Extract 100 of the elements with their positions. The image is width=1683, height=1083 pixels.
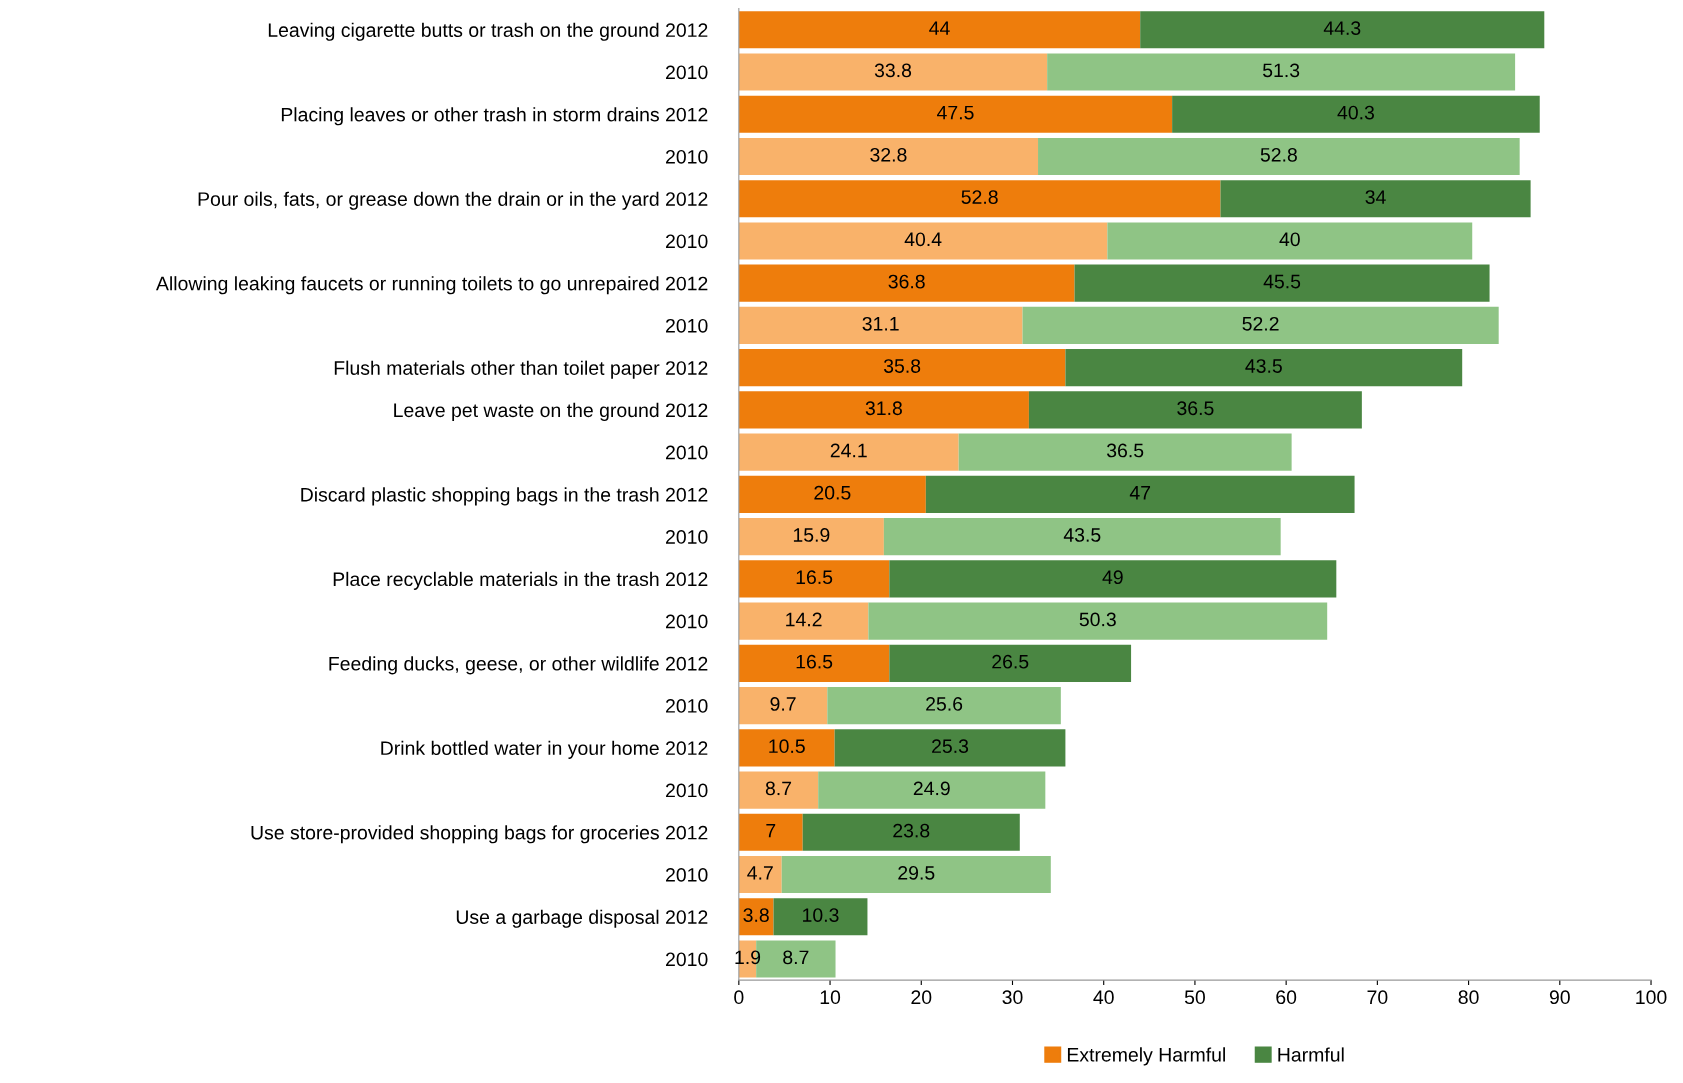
bar [1065, 349, 1463, 387]
bar [738, 518, 884, 556]
y-tick-label: 2010 [666, 65, 708, 80]
bar [738, 306, 1023, 345]
x-tick-label: 20 [911, 990, 932, 1005]
data-label: 24.1 [830, 443, 867, 458]
bar [802, 813, 1020, 851]
data-label: 36.5 [1177, 401, 1214, 416]
x-tick-label: 90 [1549, 990, 1570, 1005]
bar [738, 391, 1029, 429]
bar [738, 855, 782, 894]
data-label: 51.3 [1262, 63, 1300, 78]
x-tick-label: 70 [1367, 990, 1388, 1005]
data-label: 4.7 [747, 866, 773, 880]
data-label: 25.3 [932, 739, 969, 754]
x-tick-label: 0 [734, 990, 744, 1005]
y-tick-label: 2010 [666, 614, 708, 629]
bar [1107, 222, 1473, 260]
data-label: 31.1 [862, 316, 899, 331]
data-label: 24.9 [913, 781, 950, 796]
y-tick-label: Pour oils, fats, or grease down the drain or in the yard 2012 [198, 191, 708, 210]
bar [827, 686, 1061, 725]
y-tick-label: 2010 [666, 530, 708, 544]
y-tick-label: 2010 [666, 318, 708, 333]
data-label: 36.5 [1106, 443, 1144, 458]
bar [738, 560, 890, 598]
data-label: 16.5 [796, 654, 833, 669]
data-label: 14.2 [786, 612, 822, 627]
y-tick-label: 2010 [666, 149, 708, 164]
y-tick-label: Use store-provided shopping bags for groceries 2012 [251, 825, 708, 844]
bar [1028, 391, 1362, 429]
bar [818, 771, 1046, 809]
bar [781, 855, 1051, 894]
bar [773, 898, 868, 936]
data-label: 31.8 [865, 401, 902, 416]
data-label: 45.5 [1263, 274, 1301, 289]
bar [958, 433, 1292, 471]
bar [738, 137, 1039, 176]
data-label: 33.8 [874, 63, 912, 78]
bar [738, 95, 1173, 133]
data-label: 20.5 [814, 485, 851, 500]
bar [738, 475, 926, 513]
bar [738, 11, 1141, 49]
data-label: 10.5 [769, 739, 805, 754]
x-tick-label: 80 [1458, 990, 1479, 1005]
data-label: 29.5 [898, 865, 935, 880]
bar [889, 644, 1132, 682]
y-tick-label: Discard plastic shopping bags in the trash 2012 [301, 487, 708, 506]
bar [738, 644, 890, 682]
y-tick-label: Feeding ducks, geese, or other wildlife 2012 [329, 656, 708, 675]
data-label: 50.3 [1079, 612, 1116, 627]
data-label: 40 [1279, 232, 1300, 247]
y-tick-label: 2010 [666, 952, 708, 967]
bar [738, 222, 1108, 260]
data-label: 16.5 [796, 570, 833, 585]
bar [738, 771, 819, 809]
data-label: 34 [1365, 190, 1386, 204]
bar [1220, 180, 1531, 218]
data-label: 52.8 [961, 190, 998, 204]
bar [1047, 53, 1516, 91]
x-tick-label: 10 [820, 990, 841, 1005]
bar [738, 813, 803, 851]
data-label: 26.5 [992, 654, 1029, 669]
bar [889, 560, 1337, 598]
y-tick-label: Leave pet waste on the ground 2012 [394, 402, 708, 421]
data-label: 8.7 [783, 950, 809, 965]
data-label: 40.4 [904, 232, 942, 247]
bar [738, 349, 1066, 387]
data-label: 44.3 [1323, 21, 1361, 35]
data-label: 43.5 [1245, 359, 1282, 373]
legend-label: Harmful [1278, 1047, 1344, 1062]
bar [1038, 137, 1520, 176]
bar [1022, 306, 1499, 345]
data-label: 52.8 [1260, 147, 1297, 162]
x-tick-label: 40 [1093, 990, 1114, 1005]
bar [1140, 11, 1545, 49]
data-label: 43.5 [1063, 528, 1101, 542]
data-label: 47 [1129, 486, 1151, 500]
bar [868, 602, 1328, 640]
data-label: 3.8 [743, 908, 769, 922]
y-tick-label: Leaving cigarette butts or trash on the ground 2012 [268, 22, 708, 41]
bar [738, 898, 774, 936]
x-tick-label: 100 [1636, 990, 1667, 1005]
data-label: 8.7 [765, 781, 792, 796]
x-tick-label: 60 [1276, 990, 1297, 1005]
bar [738, 729, 835, 767]
data-label: 23.8 [893, 823, 930, 838]
bar [834, 729, 1066, 767]
data-label: 10.3 [803, 908, 839, 922]
x-tick-label: 50 [1184, 990, 1205, 1005]
data-label: 40.3 [1337, 105, 1374, 120]
bar [738, 686, 828, 725]
bar [738, 602, 869, 640]
data-label: 52.2 [1242, 316, 1279, 331]
y-tick-label: 2010 [666, 783, 708, 798]
data-label: 15.9 [793, 528, 830, 542]
y-tick-label: Allowing leaking faucets or running toilets to go unrepaired 2012 [156, 276, 708, 295]
data-label: 7 [766, 823, 776, 838]
bar [738, 180, 1221, 218]
y-tick-label: Placing leaves or other trash in storm drains 2012 [281, 107, 708, 126]
